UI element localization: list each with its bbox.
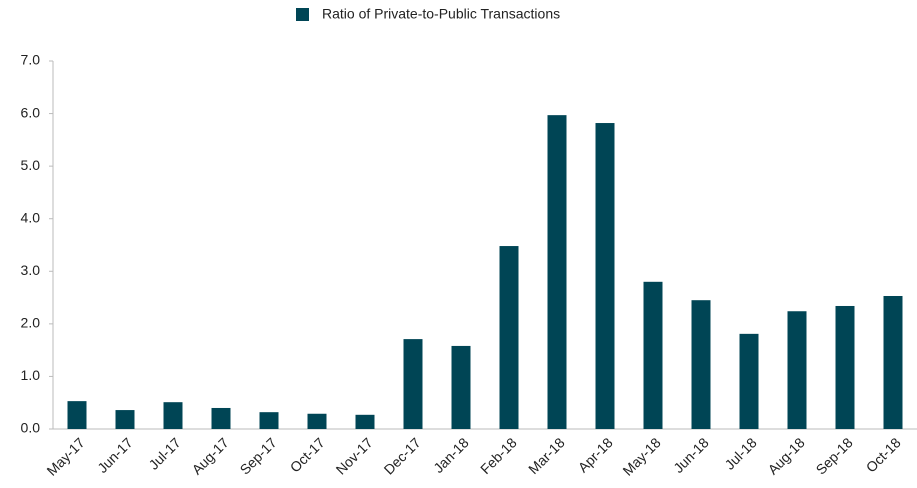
x-tick-label: Jan-18 (430, 434, 472, 476)
bar (211, 407, 231, 429)
x-tick-label: Jun-18 (670, 434, 712, 476)
bar (643, 281, 663, 429)
x-tick-label: Jul-18 (721, 434, 759, 472)
bar (115, 410, 135, 429)
bar (547, 115, 567, 430)
bar (259, 412, 279, 429)
bar (739, 333, 759, 429)
x-tick-label: Jun-17 (94, 434, 136, 476)
bar (499, 246, 519, 429)
bar (67, 401, 87, 429)
bar (595, 123, 615, 429)
legend-swatch (296, 8, 309, 21)
bar (163, 402, 183, 429)
bar (403, 339, 423, 429)
bar (787, 311, 807, 429)
y-tick-label: 7.0 (21, 52, 41, 68)
x-tick-label: Aug-17 (188, 434, 231, 477)
y-tick-label: 3.0 (21, 262, 41, 278)
x-tick-label: Oct-17 (287, 434, 328, 475)
x-tick-label: Mar-18 (525, 434, 568, 477)
x-tick-label: May-17 (43, 434, 87, 478)
x-tick-label: Apr-18 (575, 434, 616, 475)
bar (355, 414, 375, 429)
y-tick-label: 6.0 (21, 104, 41, 120)
y-tick-label: 0.0 (21, 420, 41, 436)
bar (307, 413, 327, 429)
bar (691, 300, 711, 429)
x-tick-label: May-18 (619, 434, 663, 478)
x-tick-label: Sep-17 (236, 434, 279, 477)
y-tick-label: 4.0 (21, 209, 41, 225)
x-tick-label: Sep-18 (812, 434, 855, 477)
x-tick-label: Feb-18 (477, 434, 520, 477)
bar (835, 305, 855, 429)
bar (883, 295, 903, 429)
x-tick-label: Oct-18 (863, 434, 904, 475)
x-tick-label: Dec-17 (381, 434, 424, 477)
x-tick-label: Nov-17 (333, 434, 376, 477)
x-tick-label: Jul-17 (145, 434, 183, 472)
legend-label: Ratio of Private-to-Public Transactions (322, 6, 560, 22)
y-tick-label: 5.0 (21, 157, 41, 173)
y-tick-label: 2.0 (21, 315, 41, 331)
y-tick-label: 1.0 (21, 367, 41, 383)
bar (451, 345, 471, 429)
x-tick-label: Aug-18 (764, 434, 807, 477)
